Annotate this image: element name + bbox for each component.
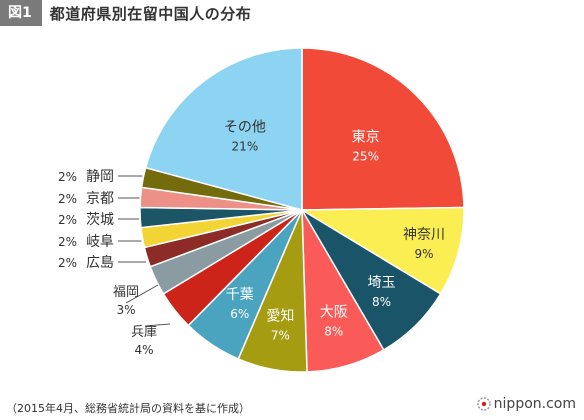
slice-label-7: 福岡	[113, 285, 139, 300]
slice-value-5: 6%	[230, 307, 249, 321]
slice-label-13: その他	[224, 119, 266, 135]
slice-value-8: 2%	[58, 256, 77, 270]
pie-slice-1	[299, 206, 465, 295]
slice-label-12: 静岡	[86, 169, 114, 185]
slice-value-4: 7%	[271, 329, 290, 343]
slice-label-10: 茨城	[86, 212, 114, 228]
pie-chart: 東京 25% 神奈川 9% 埼玉 8% 大阪 8% 愛知 7% 千葉 6% 兵庫 4% 福岡 3% 2% 広島 2%…	[58, 47, 465, 373]
leader-line-7	[125, 284, 159, 304]
pie-slice-13	[144, 47, 303, 211]
slice-value-13: 21%	[232, 139, 259, 153]
chart-header: 図1 都道府県別在留中国人の分布	[0, 0, 251, 26]
slice-value-6: 4%	[134, 343, 153, 357]
chart-title: 都道府県別在留中国人の分布	[49, 4, 252, 23]
slice-value-12: 2%	[58, 170, 77, 184]
slice-value-0: 25%	[352, 149, 379, 163]
slice-label-2: 埼玉	[368, 275, 396, 291]
slice-value-11: 2%	[58, 192, 77, 206]
nippon-logo: nippon.com	[476, 396, 576, 412]
slice-label-3: 大阪	[320, 305, 348, 321]
slice-label-6: 兵庫	[131, 325, 157, 340]
slice-value-9: 2%	[58, 235, 77, 249]
leader-line-6	[144, 323, 171, 327]
slice-label-5: 千葉	[226, 287, 254, 303]
slice-label-4: 愛知	[266, 308, 294, 325]
slice-value-2: 8%	[372, 295, 391, 309]
slice-value-3: 8%	[324, 325, 343, 339]
slice-value-10: 2%	[58, 213, 77, 227]
source-note: （2015年4月、総務省統計局の資料を基に作成）	[6, 402, 250, 415]
slice-labels: 東京 25% 神奈川 9% 埼玉 8% 大阪 8% 愛知 7% 千葉 6% 兵庫 4% 福岡 3% 2% 広島 2%…	[58, 119, 445, 357]
slice-value-7: 3%	[116, 303, 135, 317]
pie-slice-0	[301, 47, 465, 211]
slice-label-8: 広島	[86, 255, 114, 271]
slice-label-1: 神奈川	[403, 227, 445, 243]
slice-label-0: 東京	[352, 129, 380, 145]
slice-label-11: 京都	[86, 191, 114, 207]
logo-text: nippon.com	[493, 396, 576, 412]
figure-label: 図1	[0, 0, 42, 26]
slice-value-1: 9%	[414, 247, 433, 261]
nippon-logo-icon	[476, 397, 491, 411]
slice-label-9: 岐阜	[86, 233, 114, 250]
